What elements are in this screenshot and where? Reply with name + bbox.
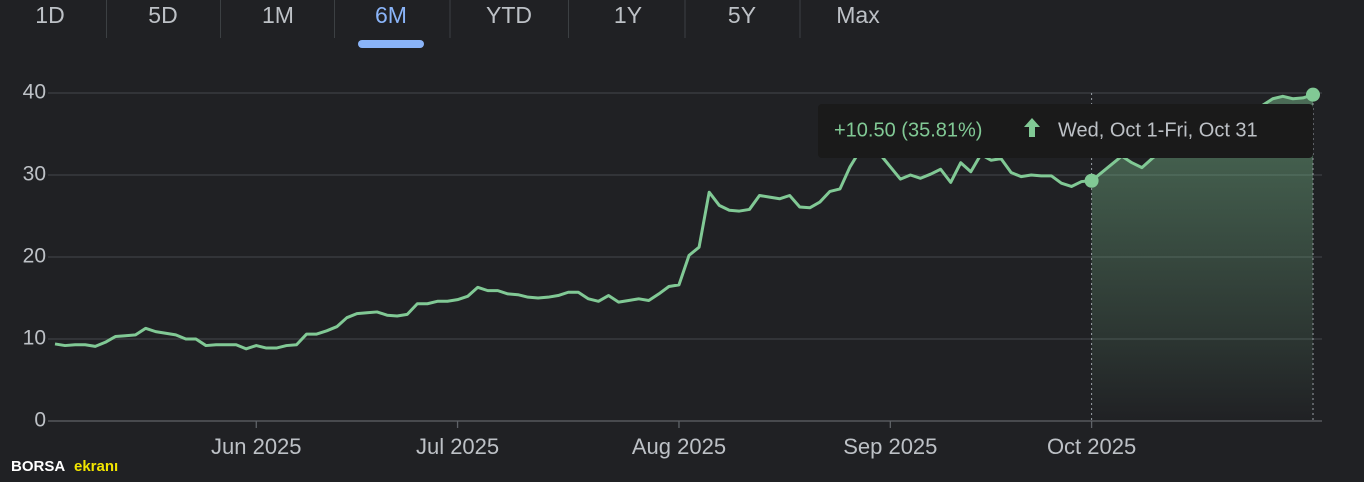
highlight-area — [1091, 94, 1313, 421]
price-line — [54, 93, 1314, 351]
y-tick-label: 40 — [23, 81, 46, 104]
y-tick-label: 30 — [23, 163, 46, 186]
up-arrow-icon — [1024, 118, 1040, 137]
range-tab[interactable]: 5Y — [728, 2, 756, 28]
range-tab[interactable]: 1Y — [614, 2, 642, 28]
range-tab[interactable]: 6M — [375, 2, 407, 28]
x-tick-label: Jul 2025 — [416, 434, 499, 459]
tooltip-box — [818, 104, 1313, 158]
x-tick-label: Sep 2025 — [843, 434, 937, 459]
watermark-brand: BORSA — [11, 458, 65, 475]
watermark-suffix: ekranı — [74, 458, 118, 475]
highlight-point — [1306, 87, 1320, 102]
x-tick-label: Aug 2025 — [632, 434, 726, 459]
tooltip-range: Wed, Oct 1-Fri, Oct 31 — [1058, 119, 1258, 141]
y-tick-label: 10 — [23, 327, 46, 350]
range-tab[interactable]: 5D — [148, 2, 177, 28]
selected-tab-indicator — [358, 40, 424, 48]
watermark: BORSA ekranı — [11, 458, 118, 475]
y-tick-label: 0 — [34, 409, 46, 432]
plot: 0 10 20 30 40 Jun 2025 Jul 2025 Aug 2025 Sep 202… — [23, 81, 1322, 459]
range-tab[interactable]: YTD — [486, 2, 532, 28]
range-tab[interactable]: 1D — [35, 2, 64, 28]
tooltip: +10.50 (35.81%) Wed, Oct 1-Fri, Oct 31 — [818, 104, 1313, 158]
x-tick-label: Jun 2025 — [211, 434, 302, 459]
tooltip-change: +10.50 (35.81%) — [834, 119, 982, 141]
highlight-point — [1084, 173, 1099, 188]
range-tabs: 1D 5D 1M 6M YTD 1Y 5Y Max — [35, 0, 880, 48]
x-tick-label: Oct 2025 — [1047, 434, 1136, 459]
range-tab[interactable]: Max — [836, 2, 880, 28]
range-tab[interactable]: 1M — [262, 2, 294, 28]
y-tick-label: 20 — [23, 245, 46, 268]
